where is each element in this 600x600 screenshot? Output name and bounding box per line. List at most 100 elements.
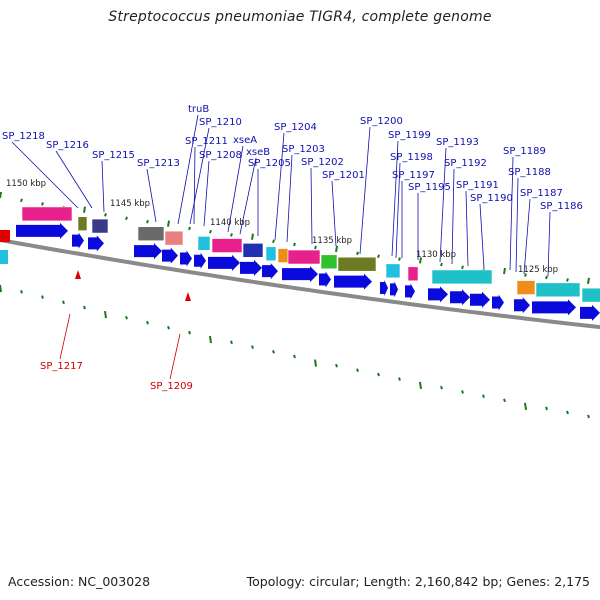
cog-block <box>535 282 581 298</box>
genome-backbone <box>0 238 600 330</box>
gene-arrow-forward <box>334 273 372 290</box>
gene-arrow-reverse <box>185 292 191 301</box>
gene-label-top: SP_1186 <box>540 201 583 212</box>
tick-inner <box>335 245 338 253</box>
scale-label: 1145 kbp <box>110 199 150 209</box>
tick-outer <box>335 363 338 368</box>
gene-label-bottom: SP_1209 <box>150 381 193 392</box>
cog-block <box>0 250 8 264</box>
cog-block <box>287 249 321 265</box>
tick-outer <box>62 300 65 305</box>
tick-inner <box>440 262 443 267</box>
tick-outer <box>41 295 44 299</box>
tick-inner <box>209 229 212 234</box>
gene-arrow-forward <box>240 259 262 276</box>
leader-line <box>515 177 519 273</box>
tick-inner <box>314 245 317 250</box>
tick-inner <box>251 233 254 240</box>
tick-outer <box>398 377 401 381</box>
gene-arrow-forward <box>450 289 470 306</box>
leader-line <box>395 162 401 259</box>
gene-arrow-forward <box>319 271 331 288</box>
scale-label: 1150 kbp <box>6 179 46 189</box>
cog-block <box>242 243 264 258</box>
tick-outer <box>566 410 569 415</box>
scale-label: 1125 kbp <box>518 265 558 275</box>
gene-label-top: xseB <box>246 147 270 158</box>
gene-arrow-forward <box>88 235 104 252</box>
tick-outer <box>503 398 506 403</box>
gene-arrow-forward <box>428 286 448 303</box>
tick-inner <box>41 202 44 206</box>
leader-line <box>55 150 93 209</box>
cog-block <box>265 246 277 262</box>
gene-label-top: SP_1191 <box>456 180 499 191</box>
tick-inner <box>587 277 590 284</box>
leader-line <box>169 333 181 380</box>
tick-outer <box>104 310 107 319</box>
gene-arrow-forward <box>514 297 530 314</box>
tick-outer <box>314 359 317 367</box>
gene-arrow-forward <box>282 266 318 283</box>
leader-line <box>391 140 399 257</box>
gene-label-top: SP_1203 <box>282 144 325 155</box>
gene-label-top: SP_1193 <box>436 137 479 148</box>
cog-block <box>164 230 184 246</box>
gene-label-top: SP_1211 <box>185 136 228 147</box>
leader-line <box>274 132 285 241</box>
tick-inner <box>272 239 275 244</box>
tick-inner <box>146 219 149 224</box>
gene-label-top: SP_1213 <box>137 158 180 169</box>
scale-label: 1135 kbp <box>312 236 352 246</box>
leader-line <box>203 160 210 227</box>
gene-arrow-forward <box>390 281 398 298</box>
tick-inner <box>377 254 380 259</box>
cog-color-blocks <box>0 206 600 303</box>
gene-arrow-forward <box>16 222 68 239</box>
leader-line <box>59 313 71 360</box>
cog-block <box>320 254 338 270</box>
gene-arrow-forward <box>262 263 278 280</box>
backbone-curve <box>0 238 600 330</box>
tick-inner <box>566 278 569 282</box>
gene-label-top: SP_1201 <box>322 170 365 181</box>
tick-outer <box>440 385 443 390</box>
cog-block <box>277 248 289 263</box>
tick-inner <box>188 226 191 231</box>
tick-inner <box>167 220 170 227</box>
tick-outer <box>83 305 86 310</box>
leader-line <box>286 154 293 243</box>
cog-block <box>137 226 165 242</box>
tick-outer <box>419 381 422 390</box>
gene-label-top: SP_1198 <box>390 152 433 163</box>
scale-labels: 1150 kbp 1145 kbp 1140 kbp 1135 kbp 1130 kbp… <box>6 179 558 275</box>
gene-label-top: SP_1208 <box>199 150 242 161</box>
gene-arrow-forward <box>470 291 490 308</box>
gene-arrow-forward <box>194 252 206 269</box>
cog-block <box>385 263 401 279</box>
leader-line <box>465 190 469 267</box>
tick-inner <box>503 267 506 275</box>
gene-label-top: SP_1215 <box>92 150 135 161</box>
leader-line <box>193 146 196 225</box>
tick-outer <box>251 345 254 349</box>
tick-inner <box>293 242 296 247</box>
gene-arrow-forward <box>180 250 192 267</box>
gene-label-top: SP_1195 <box>408 182 451 193</box>
leader-line <box>177 114 199 225</box>
leader-line <box>547 211 551 277</box>
tick-outer <box>293 354 296 359</box>
cog-block <box>197 236 211 251</box>
cog-block <box>516 280 536 295</box>
tick-inner <box>83 206 86 213</box>
cog-block <box>407 266 419 282</box>
tick-inner <box>0 191 2 199</box>
gene-label-top: xseA <box>233 135 257 146</box>
gene-arrow-forward <box>134 243 162 260</box>
tick-inner <box>398 257 401 261</box>
tick-outer <box>377 372 380 377</box>
gene-label-top: SP_1210 <box>199 117 242 128</box>
leader-line <box>331 180 337 247</box>
gene-arrow-forward <box>380 280 388 297</box>
